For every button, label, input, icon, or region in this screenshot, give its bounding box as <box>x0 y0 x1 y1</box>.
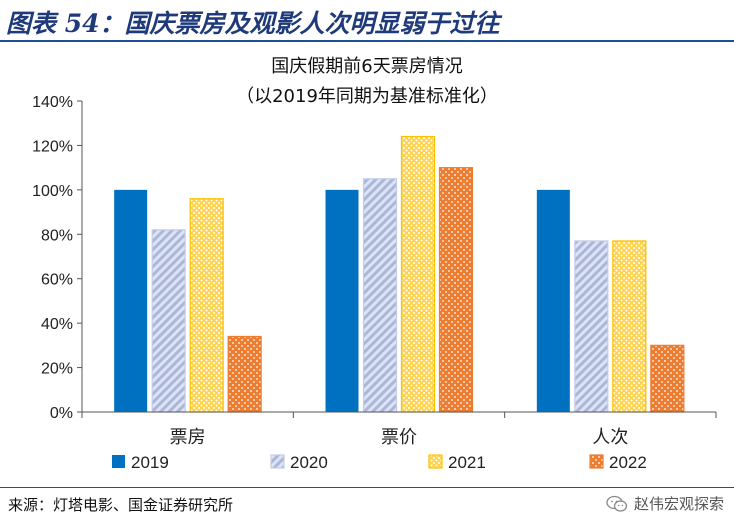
legend-label-2022: 2022 <box>609 453 647 472</box>
header-divider <box>0 40 734 42</box>
bar-2021-1 <box>400 135 436 413</box>
bar-2020-2 <box>574 240 609 413</box>
y-tick-label: 20% <box>41 361 73 378</box>
watermark: 赵伟宏观探索 <box>606 493 724 514</box>
legend-swatch-2020 <box>270 454 285 469</box>
bar-2019-2 <box>536 189 570 412</box>
x-tick-label: 票房 <box>170 427 206 448</box>
bar-2021-0 <box>189 198 224 413</box>
bar-2022-1 <box>438 167 474 413</box>
legend-swatch-2021 <box>428 454 443 469</box>
chart-subtitle: （以2019年同期为基准标准化） <box>236 86 498 107</box>
legend-label-2020: 2020 <box>290 453 328 472</box>
bar-2021-2 <box>612 240 647 413</box>
bar-2022-0 <box>227 335 262 413</box>
footer: 来源：灯塔电影、国金证券研究所 赵伟宏观探索 <box>0 487 734 525</box>
figure-title: 图表 54：国庆票房及观影人次明显弱于过往 <box>6 9 500 38</box>
footer-divider <box>0 487 734 488</box>
figure-header: 图表 54：国庆票房及观影人次明显弱于过往 <box>0 0 734 44</box>
bar-chart: 0%20%40%60%80%100%120%140% 票房 票价 人次 2019 20… <box>32 94 717 472</box>
bar-2020-0 <box>151 229 186 413</box>
y-tick-label: 80% <box>41 227 73 244</box>
y-tick-label: 60% <box>41 272 73 289</box>
x-tick-label: 票价 <box>381 427 417 448</box>
x-tick-label: 人次 <box>592 427 628 448</box>
y-tick-label: 40% <box>41 316 73 333</box>
bar-2019-0 <box>114 189 148 412</box>
y-tick-label: 0% <box>50 405 73 422</box>
x-axis: 票房 票价 人次 <box>81 411 717 448</box>
y-tick-label: 100% <box>32 183 73 200</box>
legend-label-2019: 2019 <box>131 453 169 472</box>
y-axis: 0% 20% 40% 60% 80% 100% 120% 140% <box>32 94 83 422</box>
bars <box>114 135 685 413</box>
chart-title: 国庆假期前6天票房情况 <box>271 56 463 77</box>
legend-label-2021: 2021 <box>448 453 486 472</box>
legend-swatch-2022 <box>589 454 604 469</box>
y-tick-label: 140% <box>32 94 73 111</box>
legend-swatch-2019 <box>112 455 125 468</box>
y-tick-label: 120% <box>32 138 73 155</box>
source-note: 来源：灯塔电影、国金证券研究所 <box>8 496 234 514</box>
legend: 2019 2020 2021 2022 <box>112 453 647 472</box>
bar-2020-1 <box>362 178 398 413</box>
wechat-icon <box>606 495 628 512</box>
bar-2022-2 <box>650 344 685 413</box>
bar-2019-1 <box>325 189 359 412</box>
watermark-label: 赵伟宏观探索 <box>633 495 724 513</box>
chart-area: 国庆假期前6天票房情况 （以2019年同期为基准标准化） 0% 20% 40% 60%… <box>0 44 734 490</box>
